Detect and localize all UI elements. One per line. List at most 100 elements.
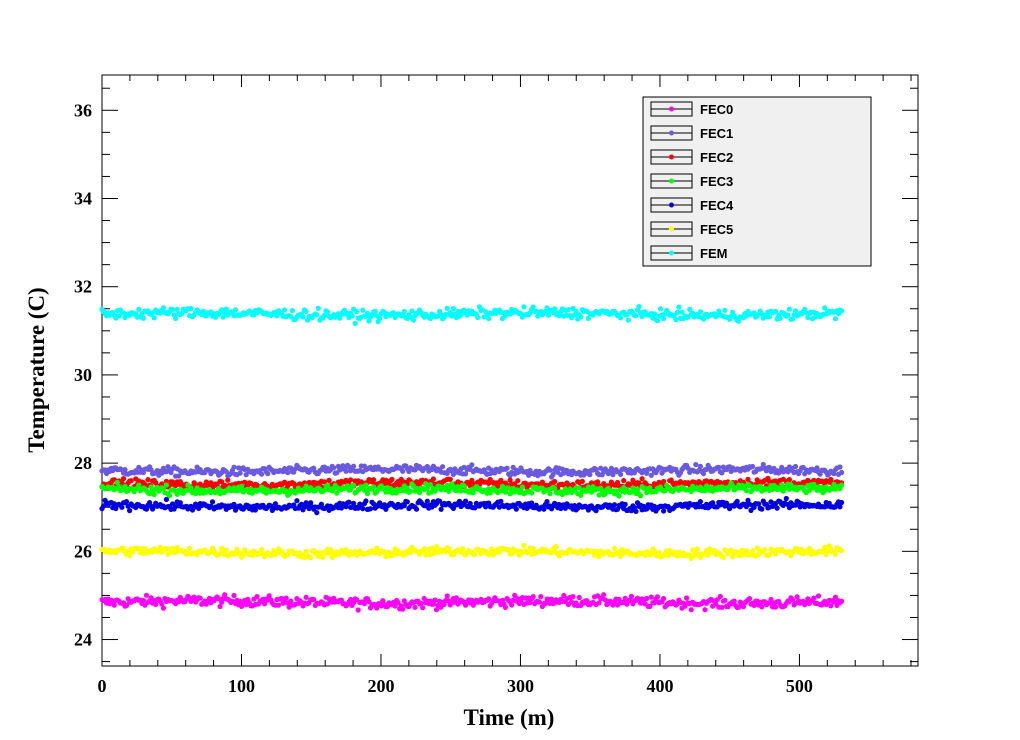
- data-point: [430, 551, 436, 557]
- legend-marker: [669, 154, 674, 160]
- data-point: [705, 552, 711, 558]
- data-point: [570, 594, 576, 600]
- data-point: [456, 498, 463, 504]
- data-point: [839, 482, 845, 488]
- data-point: [283, 595, 289, 601]
- data-point: [573, 308, 579, 314]
- data-point: [576, 594, 582, 601]
- data-point: [430, 601, 436, 607]
- data-point: [143, 592, 150, 598]
- data-point: [736, 318, 742, 324]
- data-point: [754, 545, 760, 551]
- data-point: [648, 551, 654, 558]
- data-point: [423, 481, 429, 487]
- data-point: [231, 592, 237, 599]
- data-point: [832, 316, 839, 322]
- data-point: [794, 594, 800, 600]
- data-point: [163, 482, 169, 488]
- data-point: [427, 315, 433, 321]
- data-point: [717, 593, 723, 600]
- data-point: [584, 598, 590, 604]
- data-point: [839, 548, 845, 554]
- data-point: [232, 307, 239, 313]
- data-point: [552, 478, 558, 485]
- data-point: [166, 493, 173, 499]
- data-point: [367, 506, 374, 512]
- data-point: [750, 548, 756, 554]
- data-point: [321, 312, 328, 318]
- data-point: [611, 545, 618, 552]
- data-point: [710, 500, 716, 506]
- data-point: [647, 485, 653, 491]
- data-point: [759, 506, 765, 512]
- data-point: [447, 476, 453, 482]
- data-point: [789, 316, 796, 322]
- data-point: [783, 495, 789, 502]
- data-point: [578, 314, 584, 320]
- data-point: [774, 505, 780, 511]
- data-point: [460, 546, 466, 552]
- data-point: [363, 482, 369, 488]
- data-point: [140, 315, 146, 321]
- data-point: [832, 551, 839, 557]
- data-point: [262, 601, 268, 607]
- data-point: [519, 484, 526, 490]
- y-tick-label: 28: [74, 453, 92, 473]
- data-point: [364, 490, 370, 497]
- data-point: [136, 482, 142, 488]
- data-point: [430, 476, 436, 482]
- data-point: [219, 479, 225, 485]
- data-point: [140, 597, 146, 604]
- legend-label: FEC2: [700, 150, 733, 165]
- data-point: [625, 317, 631, 323]
- data-point: [321, 487, 328, 493]
- data-point: [728, 547, 734, 553]
- data-point: [595, 479, 601, 485]
- data-point: [837, 504, 843, 510]
- data-point: [400, 468, 406, 474]
- data-point: [576, 485, 582, 491]
- data-point: [618, 471, 624, 477]
- y-tick-label: 34: [74, 188, 92, 208]
- data-point: [598, 465, 604, 471]
- data-point: [837, 464, 843, 470]
- data-point: [170, 545, 176, 551]
- data-point: [622, 501, 628, 507]
- data-point: [553, 543, 559, 550]
- data-point: [252, 507, 258, 513]
- data-point: [502, 604, 509, 611]
- data-point: [303, 594, 309, 600]
- series-FEC0: [99, 592, 845, 613]
- data-point: [722, 597, 728, 603]
- data-point: [145, 477, 151, 483]
- data-point: [542, 600, 549, 607]
- x-tick-label: 0: [98, 676, 107, 696]
- data-point: [621, 478, 627, 484]
- legend-marker: [669, 250, 674, 256]
- data-point: [627, 597, 633, 603]
- data-point: [450, 505, 456, 511]
- data-point: [746, 596, 753, 602]
- data-point: [760, 461, 766, 468]
- data-point: [839, 499, 845, 506]
- data-point: [315, 305, 321, 311]
- data-point: [719, 604, 725, 610]
- data-point: [331, 465, 337, 471]
- data-point: [259, 546, 265, 553]
- data-point: [694, 546, 700, 552]
- data-point: [417, 490, 423, 496]
- data-point: [294, 498, 300, 504]
- data-point: [453, 595, 459, 601]
- x-tick-label: 200: [367, 676, 394, 696]
- data-point: [654, 594, 661, 600]
- data-point: [684, 595, 690, 601]
- data-point: [831, 599, 837, 605]
- y-tick-label: 36: [74, 100, 92, 120]
- data-point: [578, 492, 584, 498]
- data-point: [766, 314, 773, 320]
- data-point: [628, 593, 635, 600]
- data-point: [265, 471, 271, 477]
- data-point: [444, 593, 450, 599]
- data-point: [486, 596, 492, 602]
- data-point: [343, 468, 349, 474]
